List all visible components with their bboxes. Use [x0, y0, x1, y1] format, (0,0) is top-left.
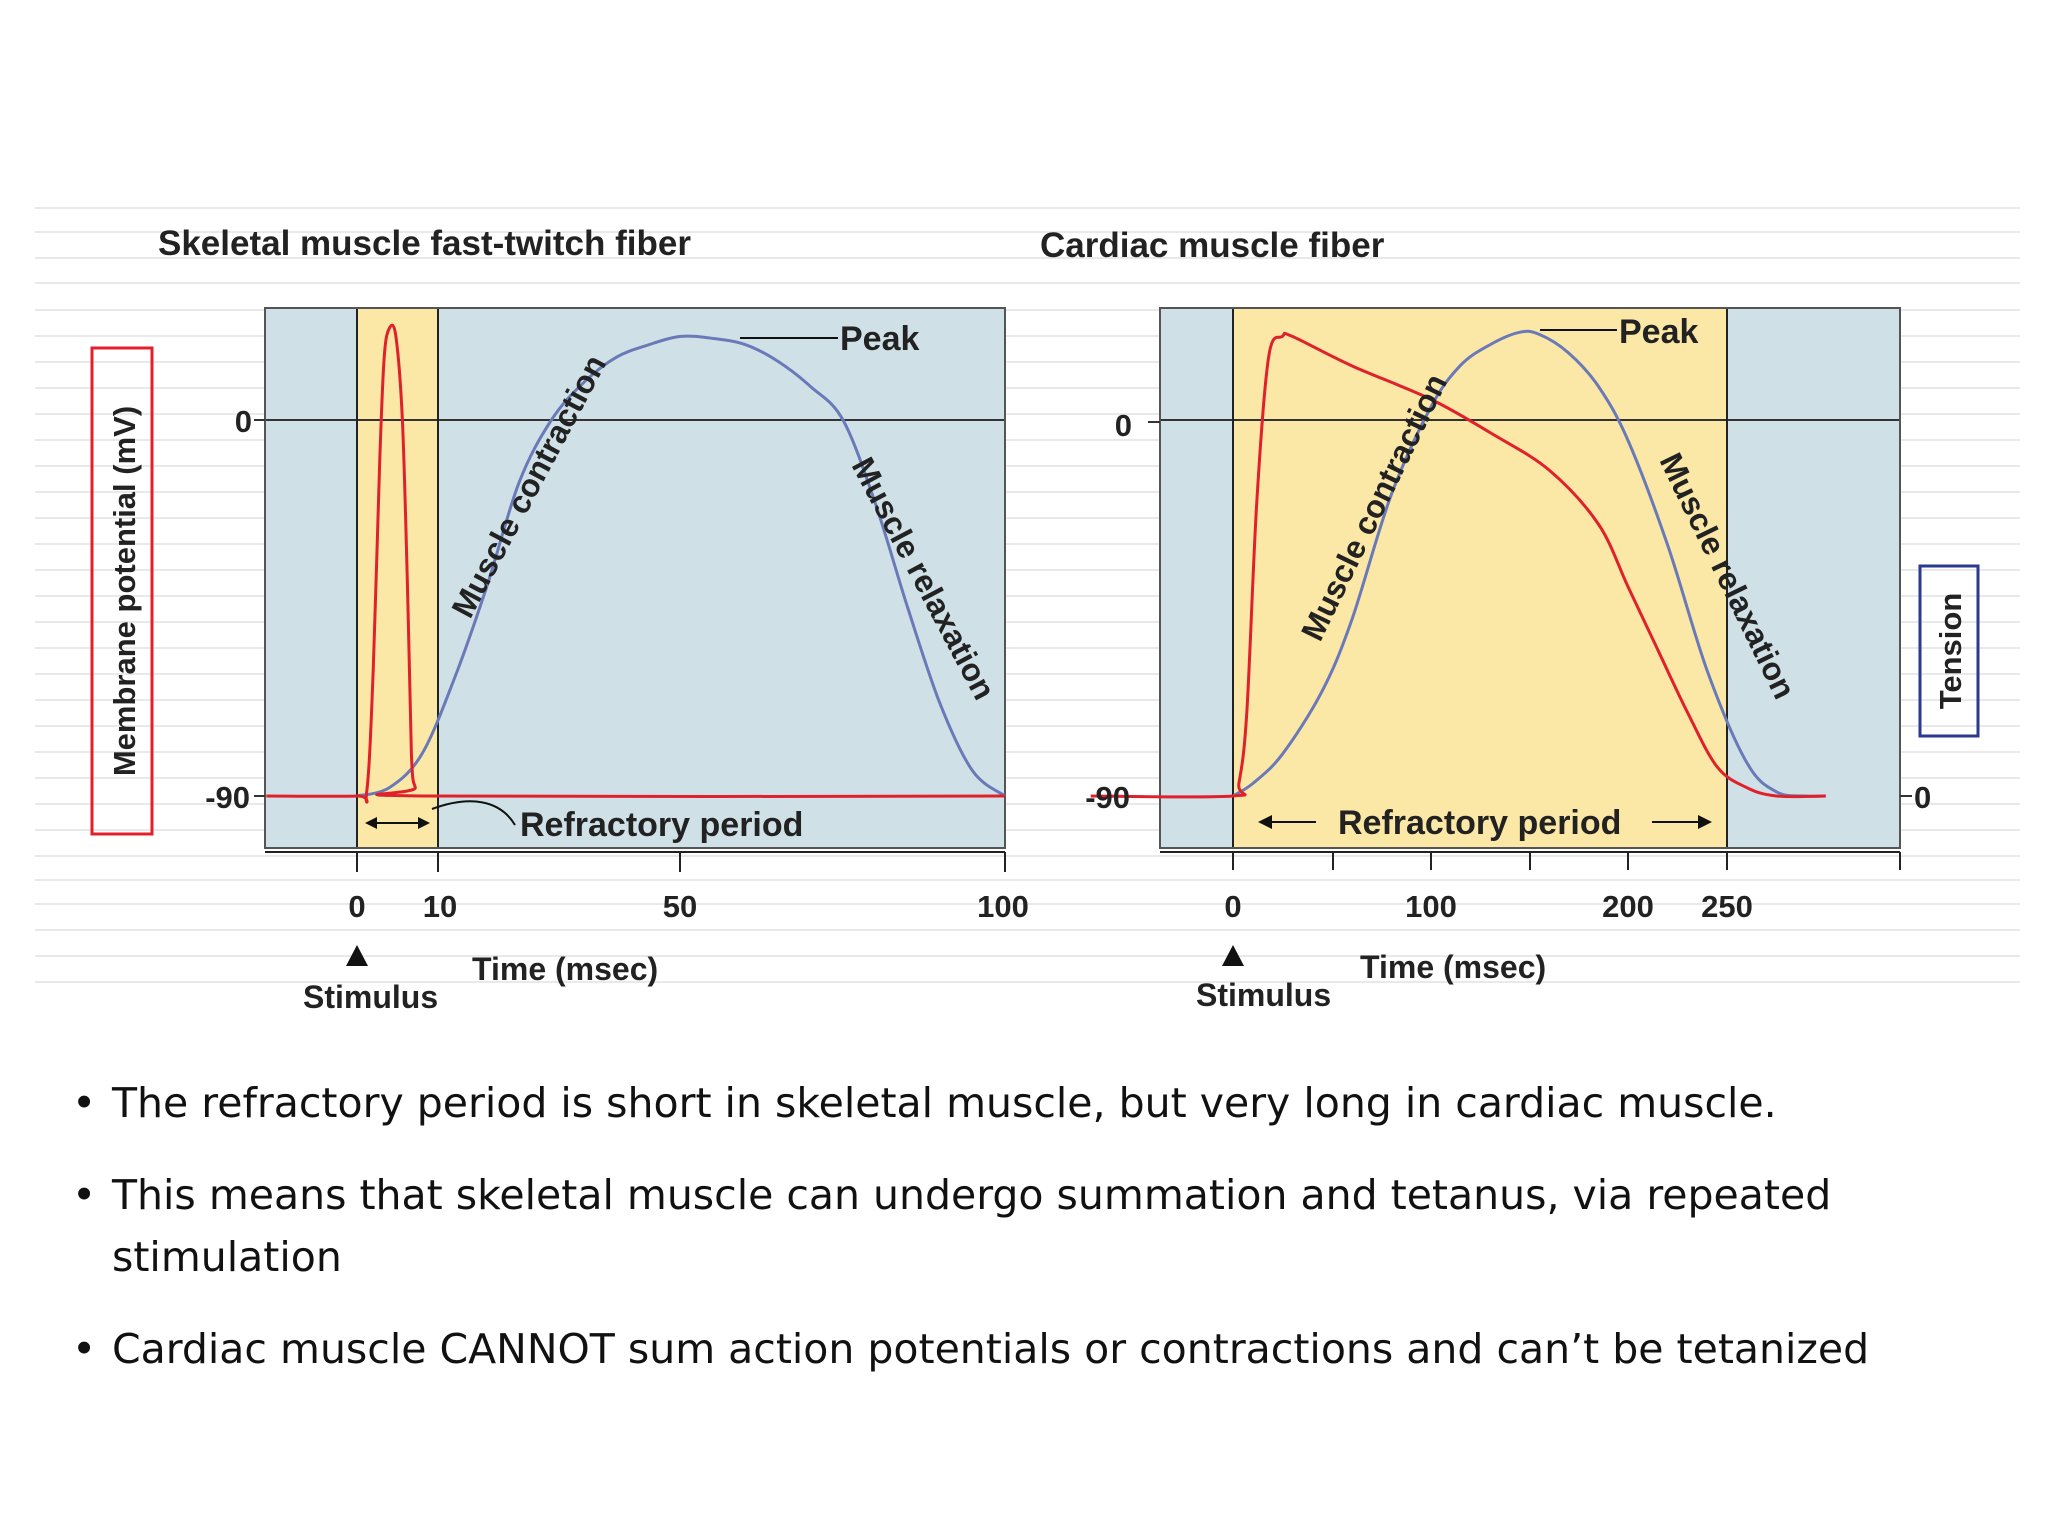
figure: Skeletal muscle fast-twitch fiber Membra… — [35, 207, 2020, 1015]
plot-frame — [264, 307, 1006, 849]
x-tick-label: 0 — [348, 889, 365, 924]
y-tick-label: -90 — [205, 780, 250, 815]
x-tick-label: 100 — [977, 889, 1029, 924]
stimulus-arrow-icon — [346, 945, 368, 966]
arrowhead-left-icon — [1258, 815, 1272, 829]
refractory-leader — [431, 800, 516, 826]
x-axis-label: Time (msec) — [1360, 949, 1546, 985]
plot-frame — [1159, 307, 1901, 849]
chart-title: Skeletal muscle fast-twitch fiber — [158, 224, 691, 263]
arrowhead-right-icon — [1698, 815, 1712, 829]
membrane-potential-curve — [266, 323, 1006, 804]
stimulus-arrow-icon — [1222, 945, 1244, 966]
tension-curve — [356, 334, 1006, 798]
skeletal-chart: Skeletal muscle fast-twitch fiber Membra… — [90, 224, 1029, 1015]
y-axis-label: Tension — [1933, 593, 1968, 710]
y-axis-label-box — [90, 346, 154, 836]
x-tick-label: 0 — [1224, 889, 1241, 924]
arrowhead-right-icon — [418, 817, 430, 829]
bullet-item: The refractory period is short in skelet… — [72, 1072, 1992, 1134]
x-tick-label: 200 — [1602, 889, 1654, 924]
tension-curve — [1232, 329, 1826, 798]
membrane-potential-curve — [1090, 331, 1826, 799]
chart-title: Cardiac muscle fiber — [1040, 226, 1385, 265]
refractory-label: Refractory period — [520, 806, 803, 844]
peak-label: Peak — [1619, 313, 1698, 351]
x-tick-label: 100 — [1405, 889, 1457, 924]
bullet-list: The refractory period is short in skelet… — [72, 1072, 1992, 1410]
x-tick-label: 10 — [423, 889, 457, 924]
bullet-item: Cardiac muscle CANNOT sum action potenti… — [72, 1318, 1992, 1380]
refractory-label: Refractory period — [1338, 804, 1621, 842]
right-y-tick-label: 0 — [1914, 780, 1931, 815]
y-tick-label: 0 — [1115, 408, 1132, 443]
y-tick-label: 0 — [235, 404, 252, 439]
y-axis-label-box — [1918, 564, 1980, 738]
stimulus-label: Stimulus — [303, 979, 438, 1015]
x-tick-label: 50 — [663, 889, 697, 924]
stimulus-label: Stimulus — [1196, 977, 1331, 1013]
x-axis-label: Time (msec) — [472, 951, 658, 987]
y-tick-label: -90 — [1085, 780, 1130, 815]
y-axis-label: Membrane potential (mV) — [107, 406, 142, 776]
arrowhead-left-icon — [365, 817, 377, 829]
cardiac-chart: Cardiac muscle fiber 0 -90 Tension 0 0 1… — [1040, 226, 1980, 1013]
peak-label: Peak — [840, 320, 919, 358]
x-tick-label: 250 — [1701, 889, 1753, 924]
bullet-item: This means that skeletal muscle can unde… — [72, 1164, 1992, 1288]
refractory-region — [1233, 308, 1727, 848]
